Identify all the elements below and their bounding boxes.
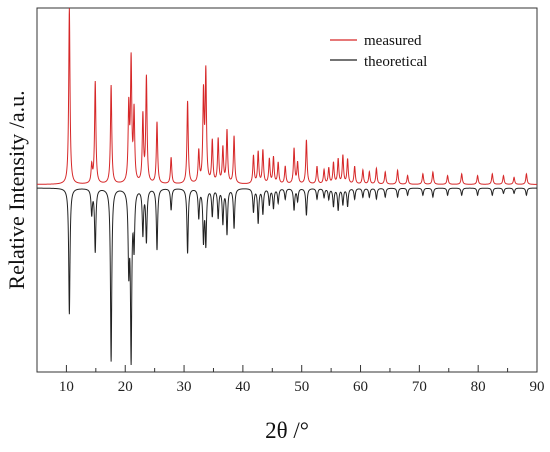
x-tick-label: 40 — [235, 379, 250, 395]
y-axis-title: Relative Intensity /a.u. — [4, 90, 29, 289]
series-theoretical-line — [37, 187, 537, 365]
x-tick-label: 80 — [471, 379, 486, 395]
legend: measured theoretical — [330, 33, 427, 70]
x-tick-label: 20 — [118, 379, 133, 395]
plot-area: 10 20 30 40 50 60 70 80 90 — [36, 7, 545, 395]
x-axis-title: 2θ /° — [265, 418, 309, 443]
x-axis-ticks: 10 20 30 40 50 60 70 80 90 — [36, 365, 545, 395]
x-tick-label: 90 — [530, 379, 545, 395]
x-tick-label: 50 — [294, 379, 309, 395]
x-tick-label: 10 — [59, 379, 74, 395]
legend-label-measured: measured — [364, 33, 422, 49]
series-measured-line — [36, 8, 537, 185]
plot-frame — [36, 7, 538, 373]
x-tick-label: 30 — [177, 379, 192, 395]
x-tick-label: 70 — [412, 379, 427, 395]
legend-label-theoretical: theoretical — [364, 54, 427, 70]
x-tick-label: 60 — [353, 379, 368, 395]
